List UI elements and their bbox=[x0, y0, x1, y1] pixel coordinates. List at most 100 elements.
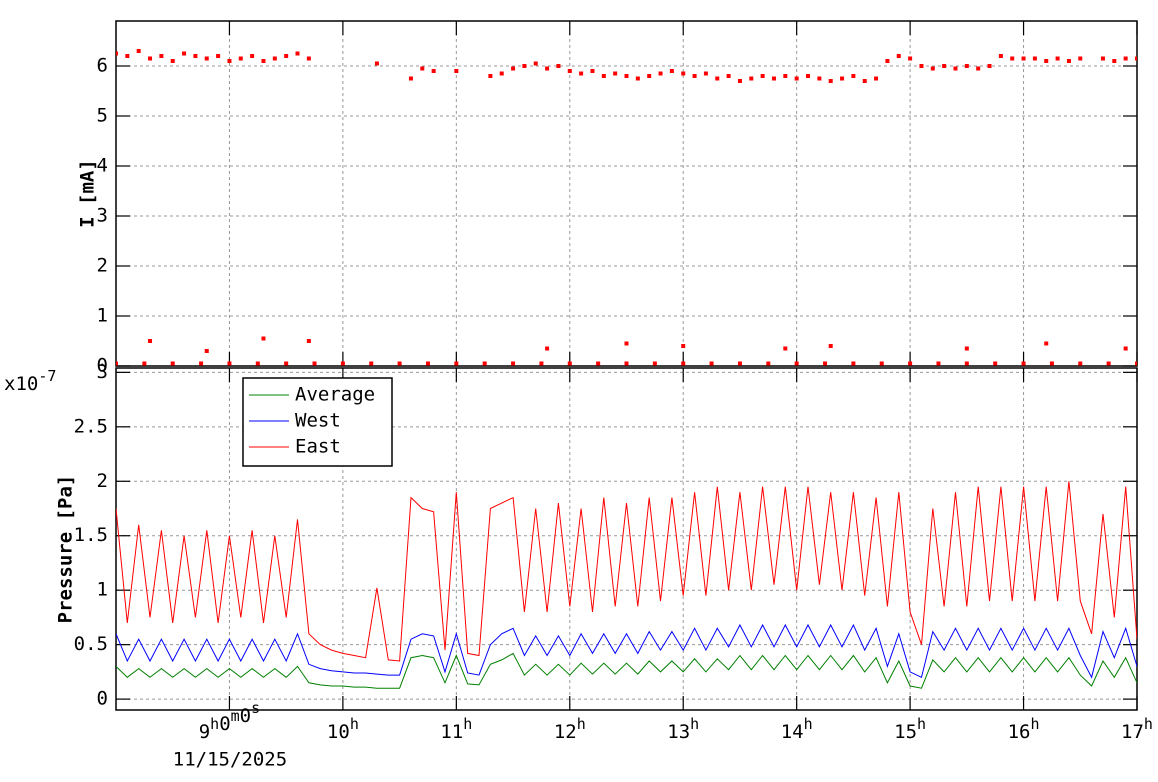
point bbox=[539, 361, 544, 366]
point bbox=[987, 64, 992, 68]
point bbox=[681, 344, 686, 348]
x-tick-label: 11h bbox=[440, 715, 472, 743]
y-tick-label: 3 bbox=[97, 205, 108, 227]
x-tick-label: 12h bbox=[554, 715, 586, 743]
point bbox=[1106, 361, 1111, 366]
point bbox=[692, 74, 697, 78]
y-tick-label: 1 bbox=[97, 579, 108, 601]
point bbox=[1055, 56, 1060, 61]
point bbox=[522, 64, 527, 68]
y-tick-label: 1 bbox=[97, 305, 108, 327]
frame bbox=[115, 367, 1138, 711]
point bbox=[1044, 59, 1049, 63]
point bbox=[908, 361, 913, 366]
point bbox=[159, 54, 164, 58]
point bbox=[635, 76, 640, 81]
point bbox=[794, 76, 799, 81]
point bbox=[1010, 56, 1015, 61]
point bbox=[766, 361, 771, 366]
y-axis-label: Pressure [Pa] bbox=[55, 475, 77, 624]
point bbox=[1049, 361, 1054, 366]
y-tick-label: 0 bbox=[97, 355, 108, 377]
x-date: 11/15/2025 bbox=[173, 749, 287, 771]
point bbox=[284, 361, 289, 366]
point bbox=[652, 361, 657, 366]
point bbox=[420, 66, 425, 71]
y-tick-label: 1.5 bbox=[74, 524, 108, 546]
point bbox=[879, 361, 884, 366]
point bbox=[919, 64, 924, 68]
point bbox=[340, 361, 345, 366]
point bbox=[545, 346, 550, 351]
point bbox=[579, 71, 584, 76]
point bbox=[204, 349, 209, 353]
y-tick-label: 4 bbox=[97, 155, 108, 177]
point bbox=[1078, 361, 1083, 366]
point bbox=[862, 79, 867, 83]
point bbox=[1032, 56, 1037, 61]
point bbox=[760, 74, 765, 78]
point bbox=[306, 56, 311, 61]
point bbox=[647, 74, 652, 78]
point bbox=[142, 361, 147, 366]
point bbox=[482, 361, 487, 366]
point bbox=[964, 361, 969, 366]
point bbox=[148, 339, 153, 343]
point bbox=[545, 66, 550, 71]
point bbox=[874, 76, 879, 81]
point bbox=[726, 74, 731, 78]
y-tick-label: 2 bbox=[97, 255, 108, 277]
point bbox=[1123, 346, 1128, 351]
x-tick-label: 10h bbox=[327, 715, 359, 743]
point bbox=[369, 361, 374, 366]
x-tick-label: 9h0m0s bbox=[199, 699, 260, 743]
point bbox=[658, 71, 663, 76]
axis-exponent: x10-7 bbox=[4, 367, 56, 395]
point bbox=[749, 76, 754, 81]
point bbox=[828, 79, 833, 83]
point bbox=[851, 361, 856, 366]
point bbox=[408, 76, 413, 81]
point bbox=[250, 54, 255, 58]
y-tick-label: 0 bbox=[97, 688, 108, 710]
legend-label: Average bbox=[295, 384, 375, 406]
point bbox=[823, 361, 828, 366]
point bbox=[953, 66, 958, 71]
y-tick-label: 2.5 bbox=[74, 415, 108, 437]
point bbox=[295, 51, 300, 56]
point bbox=[306, 339, 311, 343]
legend-label: East bbox=[295, 436, 341, 458]
point bbox=[148, 56, 153, 61]
series-line bbox=[116, 481, 1137, 662]
legend-box bbox=[242, 377, 393, 467]
point bbox=[709, 361, 714, 366]
plot-area bbox=[116, 49, 1137, 366]
point bbox=[783, 74, 788, 78]
point bbox=[116, 361, 118, 366]
point bbox=[817, 76, 822, 81]
y-tick-label: 0.5 bbox=[74, 633, 108, 655]
point bbox=[227, 361, 232, 366]
point bbox=[993, 361, 998, 366]
point bbox=[964, 64, 969, 68]
plot-area bbox=[116, 481, 1137, 689]
point bbox=[976, 66, 981, 71]
point bbox=[624, 341, 629, 346]
x-tick-label: 14h bbox=[781, 715, 813, 743]
point bbox=[771, 76, 776, 81]
point bbox=[942, 64, 947, 68]
point bbox=[454, 69, 459, 73]
point bbox=[1021, 361, 1026, 366]
point bbox=[284, 54, 289, 58]
point bbox=[170, 361, 175, 366]
point bbox=[624, 361, 629, 366]
point bbox=[488, 74, 493, 78]
point bbox=[806, 74, 811, 78]
point bbox=[261, 59, 266, 63]
point bbox=[794, 361, 799, 366]
point bbox=[681, 361, 686, 366]
point bbox=[238, 56, 243, 61]
point bbox=[703, 71, 708, 76]
point bbox=[1078, 56, 1083, 61]
